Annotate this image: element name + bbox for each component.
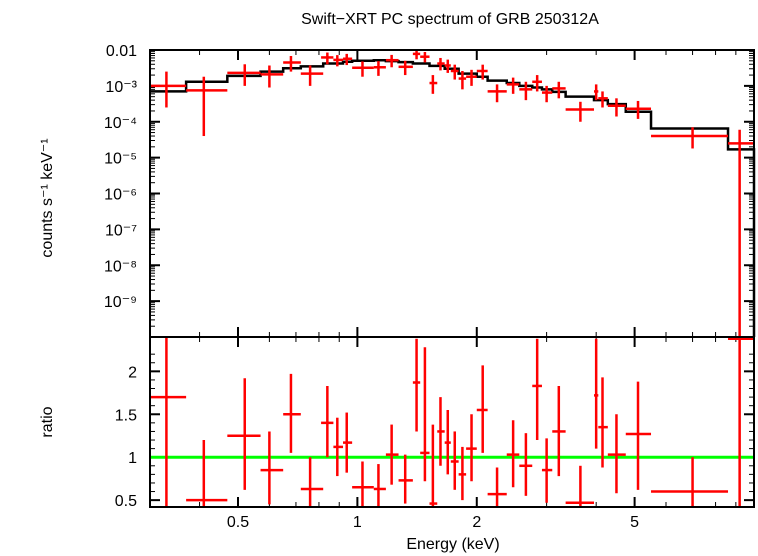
ratio-data-point [321,385,334,458]
ratio-data-point [352,461,374,507]
ratio-data-point [541,438,553,503]
ratio-data-point [607,414,626,494]
ratio-data-point [373,464,386,507]
ratio-data-point [565,465,595,507]
ratio-data-point [227,378,261,490]
spectrum-data-point [487,84,507,103]
model-step-line [150,58,756,337]
ratio-data-point [598,377,608,468]
spectrum-data-point [450,64,459,80]
ratio-data-point [728,337,754,507]
spectrum-data-point [333,55,344,67]
ratio-y-tick-label: 0.5 [115,493,137,510]
ratio-data-point [437,397,445,466]
spectrum-data-point [651,127,729,149]
ratio-data-point [429,424,438,507]
y-tick-label: 10⁻⁸ [104,258,137,275]
model-step-path [150,58,756,337]
spectrum-data-point [565,101,595,122]
spectrum-data-point [343,53,353,66]
spectrum-data-point [594,84,599,101]
spectrum-data-point [260,65,284,88]
ratio-data-point [450,431,459,490]
spectrum-data-point [728,129,754,337]
spectrum-data-point [398,60,413,76]
spectrum-data-point [283,56,301,72]
ratio-data-point [260,431,284,505]
ratio-data-point [458,446,467,501]
spectrum-data-point [321,52,334,65]
ratio-plot-frame [149,336,755,508]
spectrum-data-point [532,75,542,92]
spectrum-data-point [385,54,399,68]
spectrum-data-point [466,69,477,86]
ratio-data-point [186,440,228,507]
spectrum-data-point [412,50,421,60]
y-tick-label: 10⁻⁷ [105,222,137,239]
ratio-data-point [398,454,413,504]
x-tick-label: 1 [353,514,362,531]
ratio-data-point [594,338,599,449]
spectrum-data-point [420,51,430,63]
spectrum-data-point [300,65,324,86]
y-tick-label: 10⁻⁶ [104,187,137,204]
ratio-data-point [333,417,344,477]
ratio-data-point [444,409,451,475]
ratio-data-point [476,365,488,453]
spectrum-data-point [607,98,626,117]
ratio-data-point [385,424,399,485]
ratio-data-point [466,414,477,482]
y-tick-label: 10⁻⁴ [104,115,137,132]
y-tick-label: 10⁻³ [105,79,137,96]
spectrum-data-point [437,57,445,71]
spectrum-data-point [352,61,374,77]
spectrum-data-point [444,59,451,73]
y-tick-label: 0.01 [106,43,137,60]
ratio-data-point [283,373,301,453]
ratio-data-point [420,347,430,482]
ratio-data-point [519,433,533,496]
ratio-y-tick-label: 1 [128,450,137,467]
ratio-data-point [487,467,507,507]
spectrum-data-point [519,81,533,101]
x-tick-label: 5 [630,514,639,531]
spectrum-data-point [186,76,228,137]
ratio-data-point [343,412,353,473]
ratio-data-point [625,381,652,490]
y-tick-label: 10⁻⁹ [104,294,137,311]
ratio-data-point [506,420,520,488]
x-tick-label: 0.5 [227,514,249,531]
ratio-panel: 0.5 1 1.5 2 0.5 1 2 5 ratio Energy (keV) [39,336,755,553]
spectrum-data-point [373,61,386,76]
spectrum-y-axis-label: counts s⁻¹ keV⁻¹ [39,138,56,257]
ratio-y-tick-label: 2 [128,364,137,381]
spectrum-data-point [429,75,438,94]
spectrum-data-point [150,71,187,108]
spectrum-data-point [227,64,261,86]
y-tick-label: 10⁻⁵ [104,151,137,168]
spectrum-data-point [598,91,608,108]
spectrum-data-point [541,85,553,103]
ratio-y-tick-label: 1.5 [115,407,137,424]
ratio-data-point [532,338,542,441]
x-tick-label: 2 [472,514,481,531]
spectrum-data-point [476,64,488,80]
chart-title: Swift−XRT PC spectrum of GRB 250312A [301,11,599,28]
ratio-data-point [412,338,421,432]
ratio-data-point [552,385,566,477]
ratio-data-point [651,457,729,507]
spectrum-data-point [458,70,467,90]
spectrum-panel: 0.01 10⁻³ 10⁻⁴ 10⁻⁵ 10⁻⁶ 10⁻⁷ 10⁻⁸ 10⁻⁹ counts … [39,43,756,347]
ratio-data-point [150,337,187,507]
spectrum-data-point [625,100,652,119]
spectrum-data-point [552,81,566,99]
ratio-data-point [300,457,324,507]
spectrum-data-point [506,77,520,94]
energy-x-axis-label: Energy (keV) [406,536,499,553]
ratio-y-axis-label: ratio [39,406,56,437]
